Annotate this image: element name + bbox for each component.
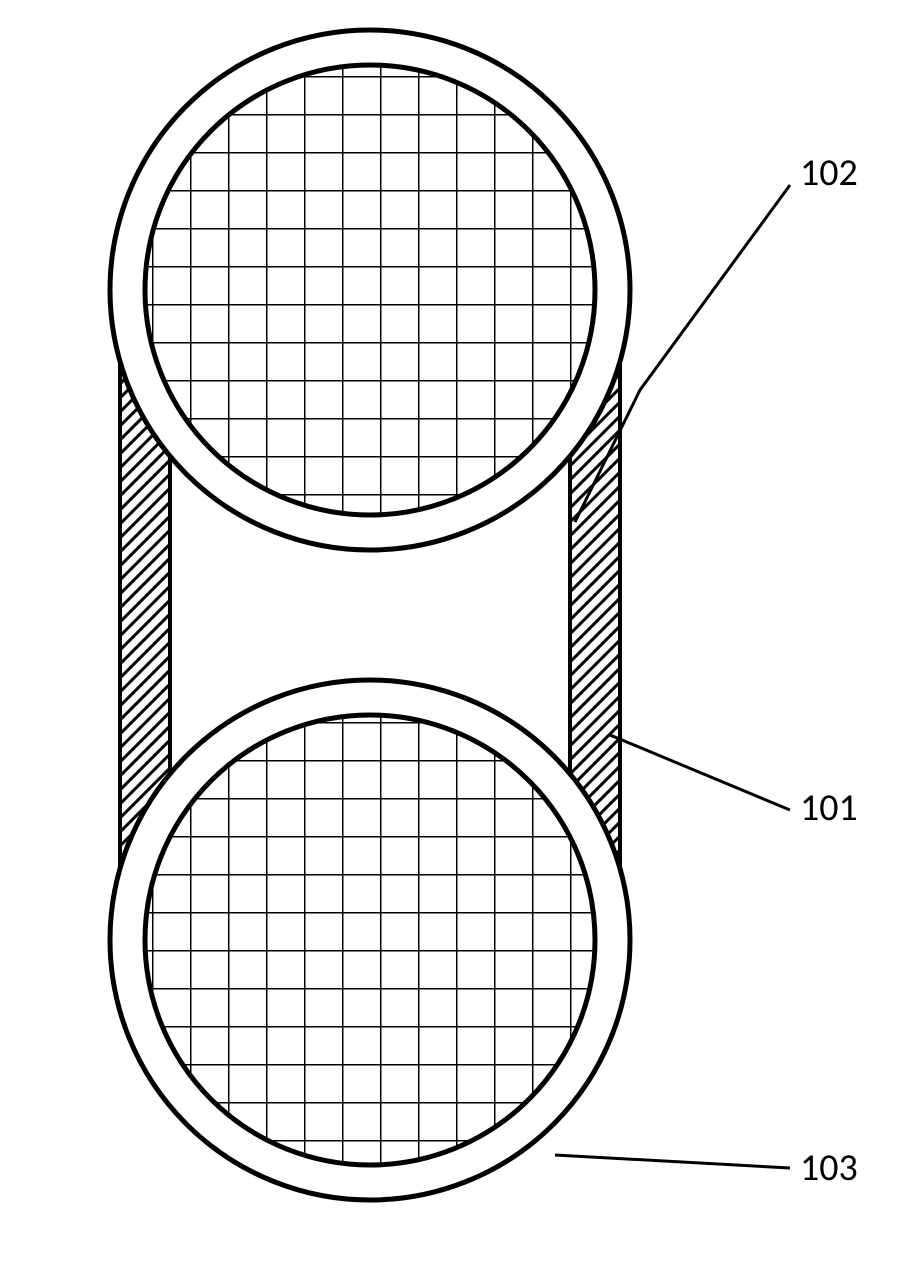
top-ring-outer-group xyxy=(110,30,630,550)
leader-line-101 xyxy=(610,735,790,810)
leader-line-103 xyxy=(555,1155,790,1168)
label-text-102: 102 xyxy=(800,150,858,196)
label-text-101: 101 xyxy=(800,785,858,831)
label-text-103: 103 xyxy=(800,1145,858,1191)
bottom-ring-outer-group xyxy=(110,680,630,1200)
label-103: 103 xyxy=(555,1145,858,1191)
label-101: 101 xyxy=(610,735,858,831)
